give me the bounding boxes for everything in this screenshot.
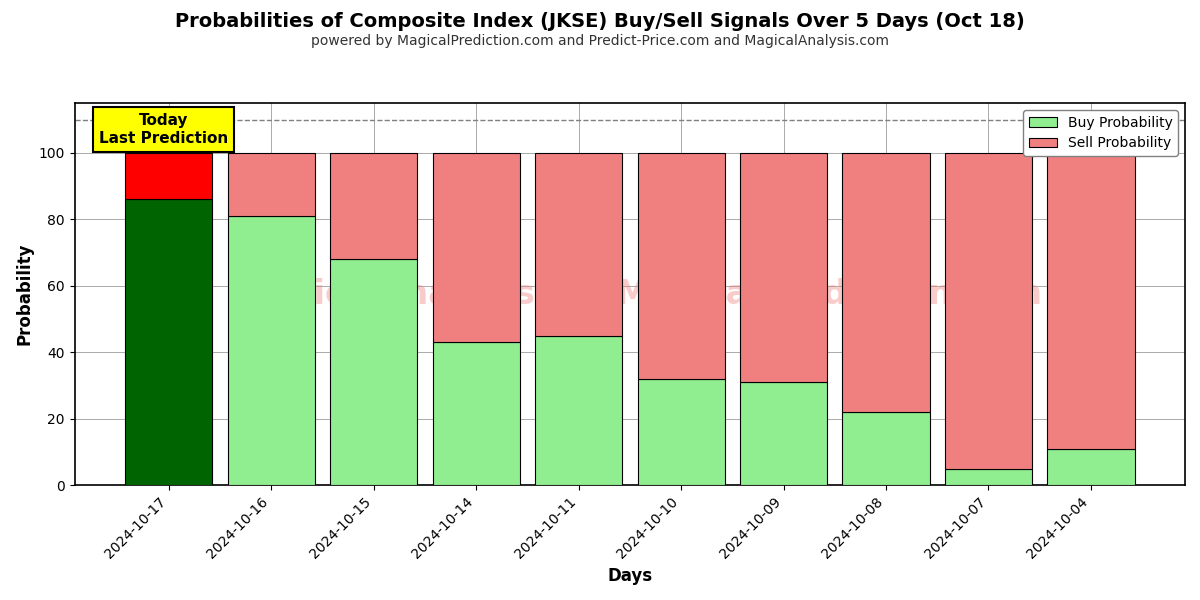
Bar	[944, 153, 1032, 469]
Bar	[432, 153, 520, 342]
Bar	[944, 469, 1032, 485]
Bar	[432, 342, 520, 485]
Bar	[842, 412, 930, 485]
Bar	[535, 335, 622, 485]
Bar	[1048, 153, 1134, 449]
Bar	[330, 153, 418, 259]
Bar	[740, 382, 827, 485]
Bar	[125, 153, 212, 199]
Bar	[637, 379, 725, 485]
Text: powered by MagicalPrediction.com and Predict-Price.com and MagicalAnalysis.com: powered by MagicalPrediction.com and Pre…	[311, 34, 889, 48]
Bar	[1048, 449, 1134, 485]
Bar	[740, 153, 827, 382]
Text: Today
Last Prediction: Today Last Prediction	[98, 113, 228, 146]
Text: MagicalPrediction.com: MagicalPrediction.com	[616, 278, 1043, 311]
Bar	[228, 216, 314, 485]
X-axis label: Days: Days	[607, 567, 653, 585]
Text: Probabilities of Composite Index (JKSE) Buy/Sell Signals Over 5 Days (Oct 18): Probabilities of Composite Index (JKSE) …	[175, 12, 1025, 31]
Bar	[637, 153, 725, 379]
Bar	[330, 259, 418, 485]
Bar	[535, 153, 622, 335]
Text: MagicalAnalysis.com: MagicalAnalysis.com	[234, 278, 625, 311]
Bar	[125, 199, 212, 485]
Legend: Buy Probability, Sell Probability: Buy Probability, Sell Probability	[1024, 110, 1178, 156]
Bar	[228, 153, 314, 216]
Y-axis label: Probability: Probability	[16, 243, 34, 346]
Bar	[842, 153, 930, 412]
